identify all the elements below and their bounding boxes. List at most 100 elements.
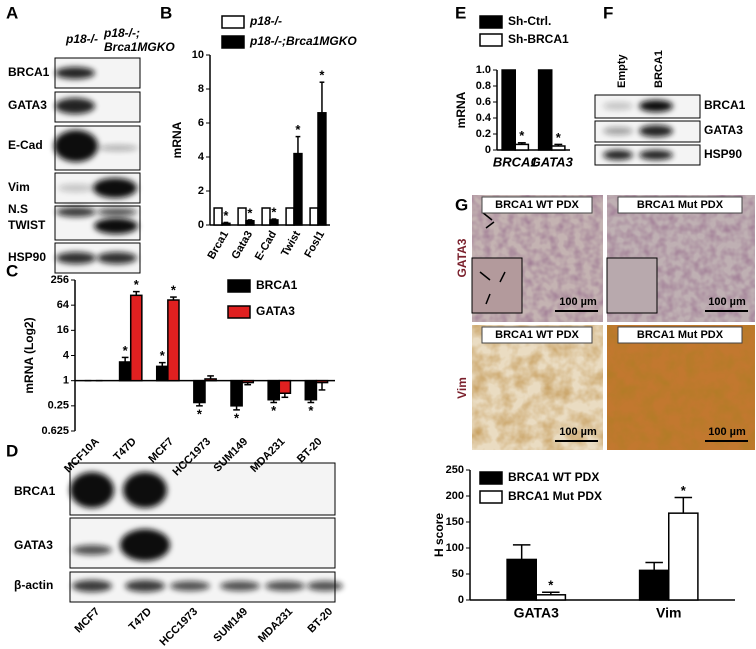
lane-label: MCF7 bbox=[73, 606, 103, 636]
y-tick-label: 6 bbox=[198, 117, 204, 129]
panel-label: B bbox=[160, 3, 172, 22]
ihc-texture bbox=[472, 325, 603, 450]
y-tick-label: 0 bbox=[458, 594, 464, 606]
blot-band bbox=[55, 67, 95, 79]
row-label: GATA3 bbox=[8, 98, 47, 112]
bar bbox=[668, 512, 699, 601]
bar bbox=[269, 219, 279, 226]
x-tick-label: E-Cad bbox=[253, 229, 279, 263]
blot-band bbox=[94, 218, 138, 234]
significance: * bbox=[548, 578, 554, 593]
row-label: GATA3 bbox=[455, 238, 469, 277]
blot-a: p18-/- p18-/-; Brca1MGKO BRCA1 GATA3 E-C… bbox=[8, 26, 175, 264]
significance: * bbox=[123, 343, 129, 358]
lane-label: BT-20 bbox=[305, 606, 335, 636]
row-label: β-actin bbox=[14, 578, 53, 592]
bar bbox=[285, 207, 295, 226]
legend-swatch bbox=[221, 35, 245, 49]
blot-band bbox=[220, 581, 260, 591]
y-tick-label: 1 bbox=[63, 375, 69, 387]
significance: * bbox=[234, 410, 240, 425]
legend-label: BRCA1 bbox=[256, 278, 298, 292]
bar bbox=[638, 569, 670, 601]
significance: * bbox=[223, 208, 229, 223]
bar bbox=[213, 207, 223, 226]
x-tick-label: Fosl1 bbox=[302, 229, 327, 260]
y-tick-label: 0 bbox=[198, 219, 204, 231]
legend-label: Sh-Ctrl. bbox=[508, 14, 551, 28]
significance: * bbox=[519, 128, 525, 143]
significance: * bbox=[197, 406, 203, 421]
y-tick-label: 4 bbox=[198, 151, 205, 163]
legend-label: BRCA1 Mut PDX bbox=[508, 489, 602, 503]
scale-bar bbox=[555, 310, 748, 442]
x-tick-label: BRCA1 bbox=[493, 154, 538, 169]
y-tick-label: 0.8 bbox=[476, 80, 491, 92]
y-tick-label: 150 bbox=[446, 516, 464, 528]
scale-label: 100 µm bbox=[559, 426, 597, 438]
bar bbox=[245, 220, 255, 226]
y-axis-label: mRNA bbox=[454, 91, 468, 128]
x-tick-label: Twist bbox=[279, 229, 303, 259]
legend-label: p18-/- bbox=[249, 14, 282, 28]
blot-band bbox=[58, 184, 94, 192]
scale-label: 100 µm bbox=[708, 296, 746, 308]
legend-label: GATA3 bbox=[256, 304, 295, 318]
panel-label: G bbox=[455, 195, 468, 214]
blot-band bbox=[93, 178, 137, 198]
bar bbox=[501, 69, 516, 151]
legend-label: Sh-BRCA1 bbox=[508, 32, 569, 46]
blot-band bbox=[603, 127, 633, 135]
blot-band bbox=[125, 580, 165, 592]
bar bbox=[278, 379, 292, 394]
legend-swatch bbox=[221, 15, 245, 29]
row-label: HSP90 bbox=[704, 147, 742, 161]
panel-label: E bbox=[455, 3, 466, 22]
bar bbox=[204, 378, 217, 382]
tile-label: BRCA1 WT PDX bbox=[495, 199, 579, 211]
y-tick-label: 16 bbox=[57, 324, 69, 336]
bar bbox=[317, 112, 327, 226]
row-label: Vim bbox=[455, 377, 469, 399]
significance: * bbox=[247, 205, 253, 220]
lane-label: p18-/- bbox=[65, 32, 98, 46]
significance: * bbox=[319, 68, 325, 83]
blot-band bbox=[56, 207, 96, 217]
legend-swatch bbox=[479, 471, 503, 485]
significance: * bbox=[681, 483, 687, 498]
scale-label: 100 µm bbox=[559, 296, 597, 308]
significance: * bbox=[171, 283, 177, 298]
row-label: TWIST bbox=[8, 218, 46, 232]
blot-band bbox=[98, 145, 138, 151]
y-axis-label: H score bbox=[432, 513, 446, 557]
bar bbox=[129, 294, 143, 382]
blot-band bbox=[70, 472, 114, 508]
y-tick-label: 250 bbox=[446, 464, 464, 476]
blot-band bbox=[72, 580, 112, 592]
blot-band bbox=[97, 208, 137, 216]
inset bbox=[606, 257, 658, 314]
bar bbox=[267, 379, 281, 401]
row-label: BRCA1 bbox=[704, 98, 746, 112]
significance: * bbox=[271, 403, 277, 418]
bar bbox=[535, 594, 567, 601]
significance: * bbox=[160, 348, 166, 363]
bar bbox=[241, 379, 255, 384]
bar bbox=[237, 207, 247, 226]
panel-label: F bbox=[603, 3, 613, 22]
blot-f: Empty BRCA1 BRCA1 GATA3 HSP90 bbox=[616, 50, 746, 161]
blot-band bbox=[97, 252, 137, 264]
tile-label: BRCA1 Mut PDX bbox=[637, 199, 724, 211]
x-tick-label: GATA3 bbox=[531, 154, 574, 169]
bar bbox=[221, 222, 231, 226]
blot-band bbox=[307, 581, 343, 591]
significance: * bbox=[295, 122, 301, 137]
blot-band bbox=[55, 98, 95, 114]
blot-frame bbox=[69, 462, 336, 516]
blot-band bbox=[120, 529, 170, 561]
blot-band bbox=[123, 472, 167, 508]
blot-band bbox=[265, 581, 305, 591]
legend-swatch bbox=[479, 490, 503, 504]
lane-label: BRCA1 bbox=[653, 50, 665, 88]
row-label: GATA3 bbox=[14, 538, 53, 552]
